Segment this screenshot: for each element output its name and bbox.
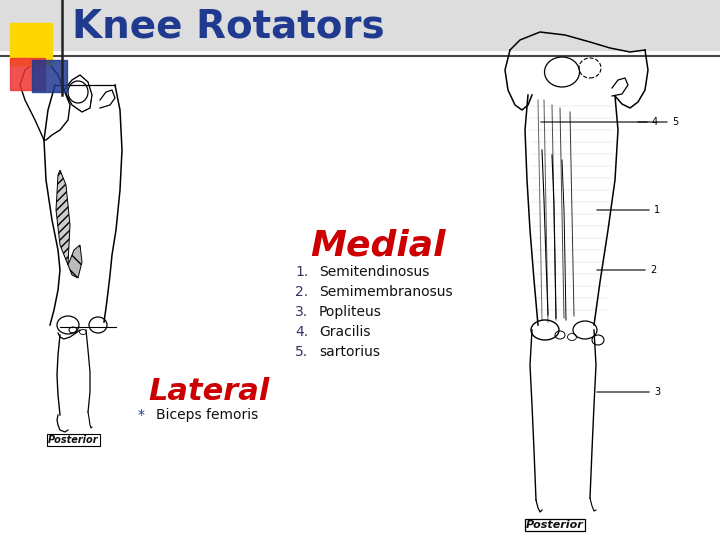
Text: 4.: 4. bbox=[295, 325, 308, 339]
Text: 3.: 3. bbox=[295, 305, 308, 319]
Text: 2.: 2. bbox=[295, 285, 308, 299]
Text: Medial: Medial bbox=[310, 228, 446, 262]
Text: *: * bbox=[138, 408, 145, 422]
Bar bbox=[32, 60, 67, 92]
Text: Gracilis: Gracilis bbox=[319, 325, 371, 339]
Bar bbox=[0, 0, 720, 50]
Text: Posterior: Posterior bbox=[526, 520, 584, 530]
Polygon shape bbox=[68, 245, 82, 278]
Text: 1.: 1. bbox=[295, 265, 308, 279]
Text: Semimembranosus: Semimembranosus bbox=[319, 285, 453, 299]
Text: 3: 3 bbox=[654, 387, 660, 397]
Text: 5.: 5. bbox=[295, 345, 308, 359]
Text: Lateral: Lateral bbox=[148, 377, 269, 407]
Text: Popliteus: Popliteus bbox=[319, 305, 382, 319]
Text: Semitendinosus: Semitendinosus bbox=[319, 265, 429, 279]
Text: 5: 5 bbox=[672, 117, 678, 127]
Bar bbox=[10, 58, 45, 90]
Text: 4: 4 bbox=[652, 117, 658, 127]
Text: Knee Rotators: Knee Rotators bbox=[72, 8, 384, 46]
Text: Biceps femoris: Biceps femoris bbox=[156, 408, 258, 422]
Bar bbox=[10, 23, 52, 65]
Text: 1: 1 bbox=[654, 205, 660, 215]
Polygon shape bbox=[56, 170, 70, 265]
Text: Posterior: Posterior bbox=[48, 435, 99, 445]
Text: 2: 2 bbox=[650, 265, 656, 275]
Text: sartorius: sartorius bbox=[319, 345, 380, 359]
